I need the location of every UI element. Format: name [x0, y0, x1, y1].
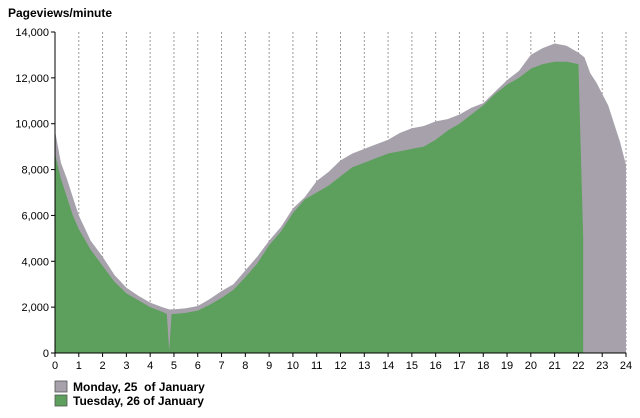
y-axis-title: Pageviews/minute: [8, 6, 112, 20]
x-tick-label-10: 10: [287, 360, 299, 372]
y-tick-label-6: 12,000: [15, 73, 49, 85]
x-tick-label-8: 8: [242, 360, 248, 372]
x-tick-label-0: 0: [52, 360, 58, 372]
y-tick-label-0: 0: [43, 348, 49, 360]
x-tick-label-17: 17: [453, 360, 465, 372]
x-tick-label-15: 15: [406, 360, 418, 372]
x-tick-label-18: 18: [477, 360, 489, 372]
legend-label-tuesday: Tuesday, 26 of January: [73, 394, 204, 408]
x-tick-labels: 0 1 2 3 4 5 6 7 8 9 10 11 12 13 14 15 16 17 18 19 20 21 22 23 24: [52, 353, 632, 372]
x-tick-label-1: 1: [76, 360, 82, 372]
x-tick-label-9: 9: [266, 360, 272, 372]
x-tick-label-7: 7: [218, 360, 224, 372]
legend: Monday, 25 of January Tuesday, 26 of Jan…: [54, 380, 205, 408]
x-tick-label-5: 5: [171, 360, 177, 372]
y-tick-label-3: 6,000: [21, 210, 49, 222]
x-tick-label-14: 14: [382, 360, 394, 372]
y-tick-labels: 0 2,000 4,000 6,000 8,000 10,000 12,000 14,000: [15, 27, 55, 360]
y-tick-label-5: 10,000: [15, 119, 49, 131]
y-tick-label-7: 14,000: [15, 27, 49, 39]
x-tick-label-4: 4: [147, 360, 153, 372]
legend-label-monday: Monday, 25 of January: [73, 380, 205, 394]
x-tick-label-2: 2: [100, 360, 106, 372]
x-tick-label-19: 19: [501, 360, 513, 372]
x-tick-label-23: 23: [596, 360, 608, 372]
x-tick-label-22: 22: [572, 360, 584, 372]
x-tick-label-11: 11: [311, 360, 322, 372]
legend-swatch-monday: [54, 380, 68, 393]
y-tick-label-1: 2,000: [21, 302, 49, 314]
x-tick-label-13: 13: [358, 360, 370, 372]
legend-swatch-tuesday: [54, 394, 68, 407]
x-tick-label-6: 6: [195, 360, 201, 372]
x-tick-label-21: 21: [549, 360, 561, 372]
x-tick-label-20: 20: [525, 360, 537, 372]
series-area-1: [55, 61, 584, 354]
y-tick-label-2: 4,000: [21, 256, 49, 268]
y-tick-label-4: 8,000: [21, 165, 49, 177]
series-areas: [55, 43, 626, 354]
x-tick-label-12: 12: [334, 360, 346, 372]
x-tick-label-24: 24: [620, 360, 632, 372]
x-tick-label-16: 16: [430, 360, 442, 372]
x-tick-label-3: 3: [123, 360, 129, 372]
